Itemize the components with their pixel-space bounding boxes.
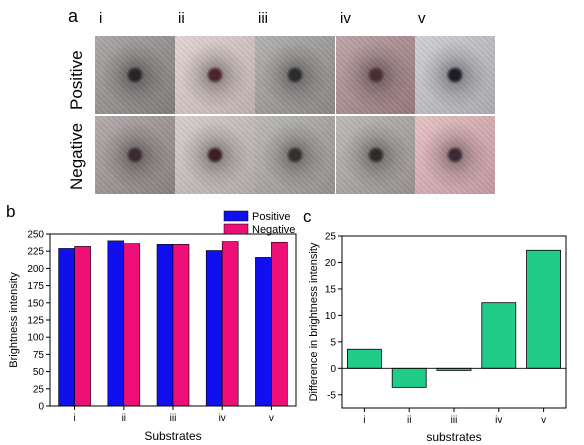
bar-negative-v — [271, 241, 288, 407]
bar-positive-v — [255, 257, 272, 407]
column-label-v: v — [418, 10, 426, 27]
xtick-label-b: v — [269, 413, 274, 424]
ytick-label-b: 25 — [33, 384, 45, 395]
xtick-label-c: v — [541, 415, 546, 426]
xtick-label-b: iii — [170, 413, 177, 424]
xtick-label-b: i — [73, 413, 75, 424]
column-label-i: i — [99, 10, 103, 27]
photo-negative-iv — [336, 116, 416, 194]
photo-negative-i — [95, 116, 175, 194]
ytick-label-b: 150 — [27, 298, 44, 309]
photo-positive-v — [415, 36, 495, 114]
photo-negative-ii — [175, 116, 255, 194]
column-label-ii: ii — [178, 10, 185, 27]
ytick-label-b: 225 — [27, 247, 44, 258]
ytick-label-c: 15 — [325, 284, 337, 295]
ytick-label-b: 75 — [33, 350, 45, 361]
panel-c-label: c — [303, 207, 312, 226]
y-axis-title-c: Difference in brightness intensity — [308, 242, 320, 401]
ytick-label-b: 250 — [27, 230, 44, 241]
bar-positive-i — [58, 248, 75, 407]
column-label-iii: iii — [258, 10, 268, 27]
photo-negative-iii — [255, 116, 335, 194]
legend-label-negative: Negative — [252, 224, 295, 236]
legend-swatch-negative — [223, 223, 249, 235]
photo-positive-ii — [175, 36, 255, 114]
ytick-label-c: 25 — [325, 232, 337, 243]
ytick-label-c: 5 — [330, 337, 336, 348]
bar-difference-ii — [391, 367, 427, 388]
bar-difference-v — [526, 249, 561, 369]
photo-negative-v — [415, 116, 495, 194]
ytick-label-c: -5 — [327, 390, 336, 401]
xtick-label-c: iv — [495, 415, 502, 426]
xtick-label-c: iii — [451, 415, 458, 426]
bar-difference-iv — [481, 302, 517, 369]
xtick-label-b: ii — [122, 413, 126, 424]
bar-positive-iii — [156, 244, 174, 407]
bar-negative-iii — [172, 244, 190, 407]
x-axis-title-b: Substrates — [144, 429, 201, 443]
ytick-label-c: 10 — [325, 311, 337, 322]
y-axis-title-b: Brightness intensity — [8, 272, 20, 368]
ytick-label-b: 125 — [27, 316, 44, 327]
ytick-label-c: 0 — [330, 364, 336, 375]
bar-difference-i — [346, 348, 382, 369]
bar-negative-ii — [123, 243, 141, 407]
panel-a-label: a — [68, 6, 79, 26]
legend-swatch-positive — [223, 210, 249, 222]
xtick-label-c: i — [363, 415, 365, 426]
legend-label-positive: Positive — [252, 211, 291, 223]
ytick-label-b: 50 — [33, 367, 45, 378]
photo-positive-iii — [255, 36, 335, 114]
x-axis-title-c: substrates — [426, 430, 481, 444]
xtick-label-c: ii — [407, 415, 411, 426]
ytick-label-b: 175 — [27, 281, 44, 292]
panel-b-label: b — [6, 202, 15, 221]
xtick-label-b: iv — [219, 413, 226, 424]
ytick-label-b: 100 — [27, 333, 44, 344]
ytick-label-b: 0 — [38, 402, 44, 413]
bar-negative-iv — [221, 241, 239, 407]
photo-positive-i — [95, 36, 175, 114]
column-label-iv: iv — [340, 10, 351, 27]
ytick-label-c: 20 — [325, 258, 337, 269]
photo-positive-iv — [336, 36, 416, 114]
bar-positive-ii — [107, 240, 125, 407]
bar-negative-i — [74, 246, 91, 407]
bar-positive-iv — [205, 250, 223, 407]
ytick-label-b: 200 — [27, 264, 44, 275]
